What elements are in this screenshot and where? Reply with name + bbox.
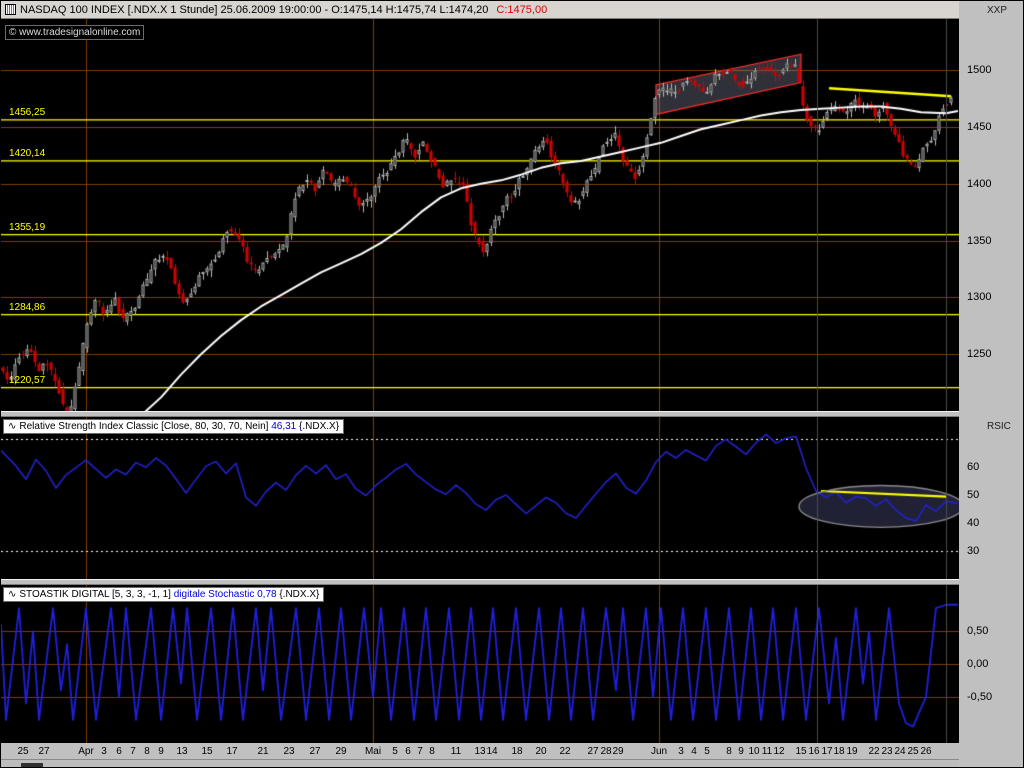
rsi-chart-canvas[interactable] (1, 417, 959, 579)
time-axis-label: 7 (130, 746, 136, 757)
rsi-axis-tick: 60 (967, 461, 980, 474)
stochastic-indicator-name: STOASTIK DIGITAL [5, 3, 3, -1, 1] (19, 589, 171, 600)
titlebar-instrument-text: NASDAQ 100 INDEX [.NDX.X 1 Stunde] 25.06… (20, 3, 489, 16)
time-axis-label: 13 (474, 746, 486, 757)
time-axis-label: 8 (429, 746, 435, 757)
stochastic-indicator-suffix: {.NDX.X} (279, 589, 320, 600)
time-axis-label: 23 (283, 746, 295, 757)
rsi-axis-tick: 40 (967, 517, 980, 530)
time-axis-label: 10 (748, 746, 760, 757)
price-axis-tick: 1350 (967, 234, 992, 247)
time-axis-label: 7 (417, 746, 423, 757)
scrollbar-thumb[interactable] (21, 763, 43, 767)
time-axis-label: 5 (392, 746, 398, 757)
price-axis-tick: 1300 (967, 291, 992, 304)
price-level-label: 1420,14 (9, 147, 46, 159)
indicator-curve-icon: ∿ (8, 589, 17, 600)
time-axis-label: 8 (726, 746, 732, 757)
stochastic-indicator-label[interactable]: ∿ STOASTIK DIGITAL [5, 3, 3, -1, 1] digit… (3, 587, 325, 602)
time-axis-label: 17 (226, 746, 238, 757)
rsi-axis-tick: 30 (967, 545, 980, 558)
rsi-indicator-label[interactable]: ∿ Relative Strength Index Classic [Close,… (3, 419, 345, 434)
time-axis-label: 18 (833, 746, 845, 757)
time-axis-label: Jun (650, 746, 668, 757)
panel-separator[interactable] (1, 579, 959, 585)
time-axis-label: 3 (678, 746, 684, 757)
price-axis-tick: 1400 (967, 177, 992, 190)
time-axis-label: 4 (691, 746, 697, 757)
time-axis-label: 17 (821, 746, 833, 757)
time-axis-label: 9 (738, 746, 744, 757)
stoch-axis-tick: 0,00 (967, 658, 989, 670)
titlebar-close-value: C:1475,00 (496, 3, 548, 16)
time-axis-label: 5 (704, 746, 710, 757)
time-axis-label: 29 (612, 746, 624, 757)
stochastic-indicator-value: digitale Stochastic 0,78 (173, 589, 277, 600)
rsi-axis-tick: 50 (967, 489, 980, 502)
price-chart-panel[interactable] (1, 19, 959, 411)
time-axis-label: 27 (587, 746, 599, 757)
time-axis-label: 22 (868, 746, 880, 757)
time-axis-label: 9 (158, 746, 164, 757)
time-axis-label: 26 (920, 746, 932, 757)
rsi-indicator-name: Relative Strength Index Classic [Close, … (19, 421, 269, 432)
time-axis-label: 27 (38, 746, 50, 757)
time-axis-label: 18 (511, 746, 523, 757)
time-axis-label: 28 (600, 746, 612, 757)
price-axis-tick: 1250 (967, 348, 992, 361)
time-axis-label: 8 (144, 746, 150, 757)
time-axis-label: 23 (881, 746, 893, 757)
chart-titlebar[interactable]: NASDAQ 100 INDEX [.NDX.X 1 Stunde] 25.06… (1, 1, 959, 19)
value-axis-strip[interactable]: XXP RSIC 1500 1450 1400 1350 1300 1250 60 50 40 3… (959, 1, 1023, 767)
time-axis-label: 25 (907, 746, 919, 757)
price-axis-tick: 1450 (967, 120, 992, 133)
time-axis-label: 16 (808, 746, 820, 757)
stochastic-chart-canvas[interactable] (1, 585, 959, 743)
time-axis-label: 11 (450, 746, 462, 757)
price-chart-canvas[interactable] (1, 19, 959, 411)
stoch-axis-tick: 0,50 (967, 625, 989, 638)
provider-watermark: © www.tradesignalonline.com (5, 25, 145, 40)
stoch-axis-tick: -0,50 (967, 690, 993, 703)
chart-window-icon (5, 4, 16, 15)
price-level-label: 1220,57 (9, 374, 46, 386)
time-axis-label: 6 (116, 746, 122, 757)
time-axis-label: 25 (17, 746, 29, 757)
rsi-panel[interactable] (1, 417, 959, 579)
panel-separator[interactable] (1, 411, 959, 417)
price-level-label: 1355,19 (9, 221, 46, 233)
price-axis-tick: 1500 (967, 64, 992, 77)
time-axis-label: 13 (176, 746, 188, 757)
price-level-label: 1456,25 (9, 106, 46, 118)
time-axis-label: 21 (257, 746, 269, 757)
time-axis-label: 24 (894, 746, 906, 757)
time-axis-label: Mai (364, 746, 382, 757)
time-axis-label: 29 (335, 746, 347, 757)
time-axis-label: 3 (101, 746, 107, 757)
time-axis-label: 22 (559, 746, 571, 757)
stochastic-panel[interactable] (1, 585, 959, 743)
rsi-axis-corner-label: RSIC (987, 421, 1011, 432)
time-axis-label: 15 (201, 746, 213, 757)
time-axis-label: 14 (486, 746, 498, 757)
price-level-label: 1284,86 (9, 301, 46, 313)
time-axis-label: 15 (795, 746, 807, 757)
time-axis-label: 20 (535, 746, 547, 757)
time-axis-label: Apr (78, 746, 94, 757)
price-axis-corner-label: XXP (987, 5, 1008, 16)
time-axis-label: 6 (405, 746, 411, 757)
rsi-indicator-value: 46,31 (271, 421, 297, 432)
time-axis-label: 19 (846, 746, 858, 757)
time-axis[interactable]: 25 27 Apr 3 6 7 8 9 13 15 17 21 23 27 29 Mai 5 6 7 8 11 13 14 1… (1, 743, 959, 759)
time-axis-label: 12 (773, 746, 785, 757)
time-axis-label: 27 (309, 746, 321, 757)
rsi-indicator-suffix: {.NDX.X} (299, 421, 340, 432)
indicator-curve-icon: ∿ (8, 421, 17, 432)
time-axis-label: 11 (761, 746, 773, 757)
horizontal-scrollbar[interactable] (1, 759, 959, 767)
